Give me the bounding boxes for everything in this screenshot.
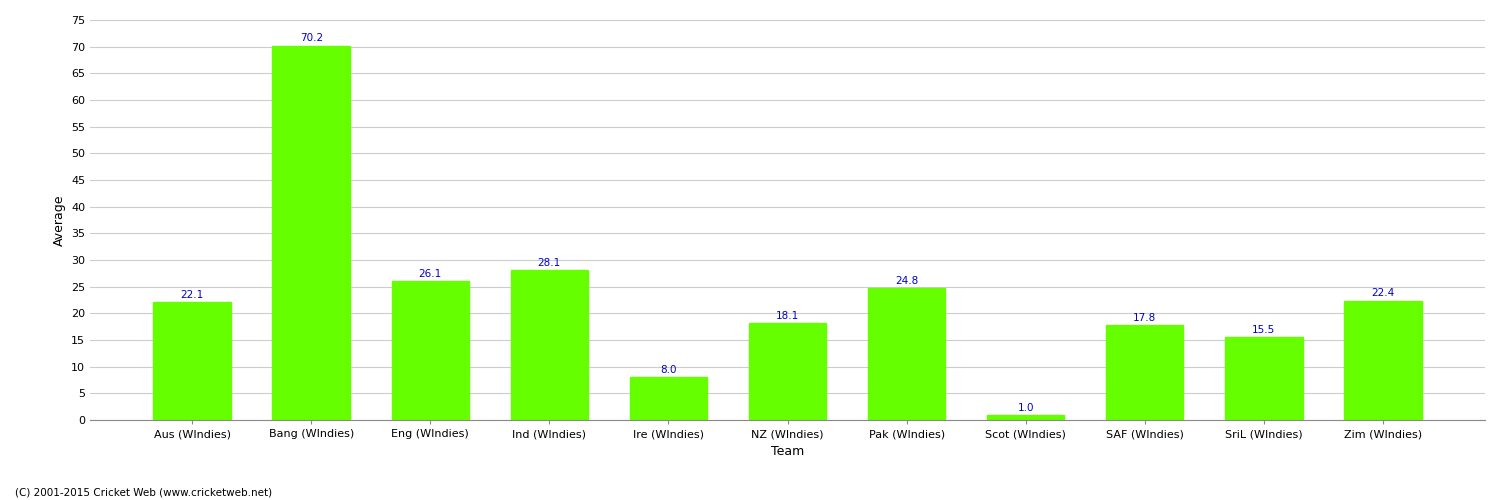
Text: 17.8: 17.8: [1132, 313, 1156, 323]
Bar: [868, 288, 945, 420]
Bar: [273, 46, 350, 420]
Bar: [987, 414, 1065, 420]
Y-axis label: Average: Average: [53, 194, 66, 246]
Bar: [1226, 338, 1302, 420]
Bar: [748, 324, 827, 420]
Text: 18.1: 18.1: [776, 312, 800, 322]
Text: 8.0: 8.0: [660, 365, 676, 375]
Bar: [630, 378, 706, 420]
Text: 22.1: 22.1: [180, 290, 204, 300]
Text: 15.5: 15.5: [1252, 325, 1275, 335]
X-axis label: Team: Team: [771, 444, 804, 458]
Text: 22.4: 22.4: [1371, 288, 1395, 298]
Text: 70.2: 70.2: [300, 34, 322, 43]
Bar: [392, 281, 470, 420]
Bar: [1344, 300, 1422, 420]
Bar: [1106, 325, 1184, 420]
Text: (C) 2001-2015 Cricket Web (www.cricketweb.net): (C) 2001-2015 Cricket Web (www.cricketwe…: [15, 488, 272, 498]
Text: 1.0: 1.0: [1017, 402, 1034, 412]
Bar: [510, 270, 588, 420]
Text: 24.8: 24.8: [896, 276, 918, 285]
Text: 26.1: 26.1: [419, 268, 442, 278]
Text: 28.1: 28.1: [537, 258, 561, 268]
Bar: [153, 302, 231, 420]
